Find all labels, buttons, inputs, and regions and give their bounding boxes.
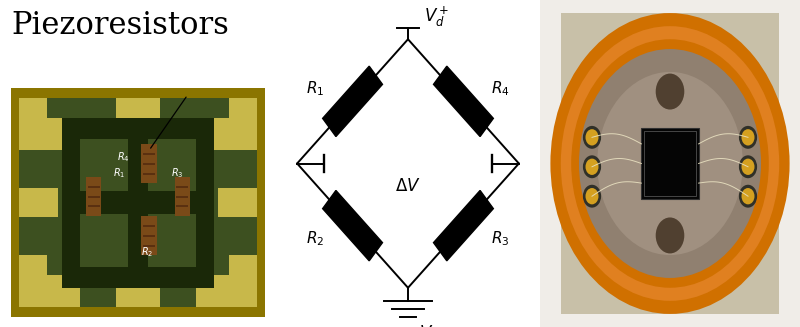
Text: $R_4$: $R_4$ (117, 150, 130, 164)
Circle shape (739, 155, 757, 178)
Bar (11, 88, 265, 317)
Bar (86, 177, 102, 216)
Bar (644, 131, 696, 196)
Bar (128, 118, 148, 288)
Polygon shape (434, 190, 494, 261)
Bar (19, 188, 58, 217)
Bar (88, 205, 100, 207)
Bar (142, 216, 157, 255)
Bar (116, 98, 160, 131)
Circle shape (586, 188, 598, 204)
Circle shape (586, 129, 598, 146)
Bar (19, 255, 47, 307)
Text: $R_3$: $R_3$ (491, 229, 510, 248)
Bar (143, 163, 155, 165)
Bar (116, 275, 160, 307)
Bar (19, 275, 80, 307)
Circle shape (586, 159, 598, 175)
Bar (176, 186, 188, 188)
Bar (196, 118, 257, 150)
Bar (62, 118, 214, 288)
Polygon shape (322, 190, 382, 261)
Bar (19, 118, 80, 150)
Text: $V_d^+$: $V_d^+$ (424, 4, 450, 28)
Circle shape (583, 126, 601, 149)
Circle shape (656, 217, 684, 253)
Bar (143, 173, 155, 175)
Circle shape (583, 155, 601, 178)
Circle shape (586, 159, 598, 175)
Bar (176, 196, 188, 198)
Text: $R_1$: $R_1$ (113, 166, 126, 180)
Text: $\Delta V$: $\Delta V$ (395, 177, 421, 196)
Text: $R_4$: $R_4$ (491, 79, 510, 98)
Bar (142, 144, 157, 183)
Bar (88, 186, 100, 188)
Text: $R_1$: $R_1$ (306, 79, 325, 98)
Bar (88, 196, 100, 198)
Circle shape (579, 49, 761, 278)
Bar (143, 225, 155, 227)
Bar (229, 255, 257, 307)
Bar (174, 177, 190, 216)
Bar (642, 128, 698, 199)
Circle shape (742, 159, 754, 175)
Bar (62, 191, 214, 214)
Bar (196, 275, 257, 307)
Circle shape (742, 159, 754, 175)
Bar (143, 235, 155, 237)
Text: $R_3$: $R_3$ (171, 166, 184, 180)
Bar (143, 245, 155, 247)
Bar (218, 188, 257, 217)
Circle shape (561, 26, 779, 301)
Circle shape (571, 39, 769, 288)
Circle shape (742, 129, 754, 146)
Circle shape (742, 188, 754, 204)
Circle shape (586, 129, 598, 146)
Text: $V_d^-$: $V_d^-$ (418, 322, 444, 327)
Bar (561, 13, 779, 314)
Bar (19, 98, 47, 150)
Circle shape (583, 185, 601, 208)
Circle shape (656, 74, 684, 110)
Circle shape (597, 72, 743, 255)
Circle shape (586, 188, 598, 204)
Text: $R_2$: $R_2$ (306, 229, 325, 248)
Circle shape (742, 188, 754, 204)
Bar (19, 98, 257, 307)
Circle shape (739, 185, 757, 208)
Bar (229, 98, 257, 150)
Circle shape (550, 13, 790, 314)
Polygon shape (434, 66, 494, 137)
Polygon shape (322, 66, 382, 137)
Circle shape (742, 129, 754, 146)
Bar (176, 205, 188, 207)
Bar (80, 139, 196, 267)
Circle shape (739, 126, 757, 149)
Text: Piezoresistors: Piezoresistors (11, 10, 229, 41)
Bar (143, 153, 155, 155)
Text: $R_2$: $R_2$ (141, 245, 153, 259)
